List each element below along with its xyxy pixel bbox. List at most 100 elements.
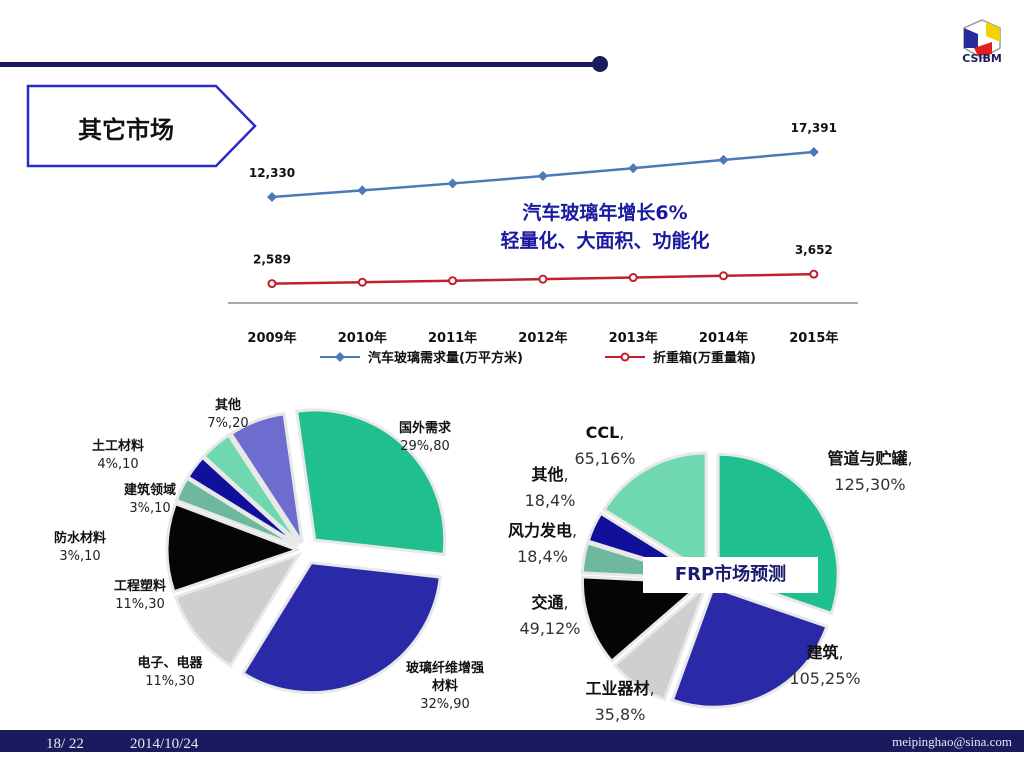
data-label: 17,391 bbox=[791, 121, 837, 135]
pie-label-name: 工程塑料 bbox=[113, 579, 166, 594]
data-label: 3,652 bbox=[795, 243, 833, 257]
pie-label-name: 玻璃纤维增强材料 bbox=[405, 661, 484, 694]
pie-label-value: 35,8% bbox=[594, 705, 646, 724]
data-point bbox=[357, 277, 367, 287]
data-point bbox=[628, 273, 638, 283]
pie-label-value: 11%,30 bbox=[145, 674, 195, 689]
legend-marker-icon bbox=[335, 352, 345, 362]
data-label: 12,330 bbox=[249, 166, 295, 180]
data-point bbox=[809, 269, 819, 279]
pie-label: 工程塑料 11%,30 bbox=[100, 578, 180, 614]
pie-slice-1 bbox=[294, 408, 447, 557]
pie-label-name: 工业器材 bbox=[585, 679, 650, 698]
pie-chart-glassfiber bbox=[165, 408, 447, 695]
pie-label: 其他 7%,20 bbox=[188, 397, 268, 433]
frp-chart-title: FRP市场预测 bbox=[643, 557, 818, 593]
pie-slice-4 bbox=[580, 575, 707, 664]
pie-label-name: 风力发电 bbox=[507, 521, 572, 540]
x-tick-label: 2015年 bbox=[789, 330, 838, 346]
pie-label: 交通, 49,12% bbox=[519, 593, 581, 638]
pie-slice-4 bbox=[165, 501, 302, 594]
pie-label-name: 管道与贮罐 bbox=[827, 449, 908, 468]
page-number: 18/ 22 bbox=[46, 736, 84, 752]
footer-bar bbox=[0, 730, 1024, 752]
pie-label-name: 建筑领域 bbox=[123, 483, 176, 498]
annotation-features: 轻量化、大面积、功能化 bbox=[500, 230, 710, 252]
pie-label-value: 105,25% bbox=[789, 669, 861, 688]
data-point bbox=[537, 171, 548, 182]
pie-label-value: 4%,10 bbox=[97, 457, 139, 472]
pie-label-name: 防水材料 bbox=[53, 531, 106, 546]
pie-label-value: 3%,10 bbox=[59, 549, 101, 564]
pie-label-name: 交通 bbox=[531, 593, 564, 612]
legend-label: 折重箱(万重量箱) bbox=[653, 350, 756, 366]
pie-slice-7 bbox=[201, 433, 302, 546]
page-title: 其它市场 bbox=[78, 116, 174, 144]
pie-label-name: 建筑 bbox=[806, 643, 839, 662]
data-point bbox=[538, 274, 548, 284]
pie-label-value: 32%,90 bbox=[420, 697, 470, 712]
data-point bbox=[448, 276, 458, 286]
pie-slice-2 bbox=[240, 560, 442, 695]
pie-slice-2 bbox=[670, 585, 829, 709]
footer-email: meipinghao@sina.com bbox=[892, 734, 1012, 749]
footer-date: 2014/10/24 bbox=[130, 736, 199, 752]
pie-label-value: 65,16% bbox=[574, 449, 636, 468]
data-label: 2,589 bbox=[253, 253, 291, 267]
pie-label-name: 土工材料 bbox=[91, 439, 144, 454]
pie-label-value: 29%,80 bbox=[400, 439, 450, 454]
logo-text: CSIBM bbox=[962, 52, 1002, 65]
data-point bbox=[267, 191, 277, 202]
legend-marker-icon bbox=[620, 352, 630, 362]
pie-label: 建筑, 105,25% bbox=[789, 643, 861, 688]
pie-label: 工业器材, 35,8% bbox=[585, 679, 655, 724]
pie-label-value: 125,30% bbox=[834, 475, 906, 494]
data-point bbox=[357, 185, 368, 196]
x-tick-label: 2012年 bbox=[518, 330, 567, 346]
pie-slice-3 bbox=[173, 552, 303, 668]
x-tick-label: 2011年 bbox=[428, 330, 477, 346]
pie-label: 管道与贮罐, 125,30% bbox=[827, 449, 913, 494]
pie-slice-7 bbox=[602, 451, 708, 576]
pie-slice-8 bbox=[228, 412, 304, 544]
pie-label-name: 其他 bbox=[531, 465, 564, 484]
pie-label: 其他, 18,4% bbox=[524, 465, 576, 510]
pie-label: CCL, 65,16% bbox=[574, 423, 636, 468]
pie-slice-5 bbox=[174, 476, 299, 548]
x-tick-label: 2014年 bbox=[699, 330, 748, 346]
header-rule bbox=[0, 62, 600, 67]
pie-label: 土工材料 4%,10 bbox=[78, 438, 158, 474]
pie-label: 建筑领域 3%,10 bbox=[110, 482, 190, 518]
pie-label-value: 49,12% bbox=[519, 619, 581, 638]
pie-label: 电子、电器 11%,30 bbox=[130, 655, 210, 691]
pie-slice-6 bbox=[185, 455, 300, 547]
header-rule-dot bbox=[592, 56, 608, 72]
x-tick-label: 2009年 bbox=[247, 330, 296, 346]
pie-label: 玻璃纤维增强材料 32%,90 bbox=[400, 660, 490, 714]
line-chart: 2009年 2010年 2011年 2012年 2013年 2014年 2015年 12,33… bbox=[228, 121, 858, 366]
pie-label-name: 电子、电器 bbox=[137, 656, 203, 671]
data-point bbox=[447, 178, 458, 189]
data-point bbox=[267, 279, 277, 289]
pie-label: 防水材料 3%,10 bbox=[40, 530, 120, 566]
pie-slice-3 bbox=[612, 581, 709, 702]
data-point bbox=[628, 163, 639, 174]
pie-label: 国外需求 29%,80 bbox=[385, 420, 465, 456]
pie-label-name: CCL bbox=[585, 423, 620, 442]
pie-label-value: 18,4% bbox=[524, 491, 576, 510]
pie-label-name: 国外需求 bbox=[398, 421, 451, 436]
pie-label-value: 3%,10 bbox=[129, 501, 171, 516]
pie-label-value: 11%,30 bbox=[115, 597, 165, 612]
pie-label-value: 18,4% bbox=[517, 547, 568, 566]
legend-label: 汽车玻璃需求量(万平方米) bbox=[368, 350, 523, 366]
data-point bbox=[718, 154, 729, 165]
annotation-growth: 汽车玻璃年增长6% bbox=[522, 202, 688, 224]
pie-label-name: 其他 bbox=[214, 398, 241, 413]
data-point bbox=[719, 271, 728, 281]
data-point bbox=[808, 146, 819, 157]
csibm-logo-icon bbox=[963, 19, 1001, 59]
pie-label: 风力发电, 18,4% bbox=[507, 521, 578, 566]
pie-chart-frp bbox=[580, 451, 840, 709]
title-box bbox=[26, 84, 257, 168]
pie-label-value: 7%,20 bbox=[207, 416, 249, 431]
